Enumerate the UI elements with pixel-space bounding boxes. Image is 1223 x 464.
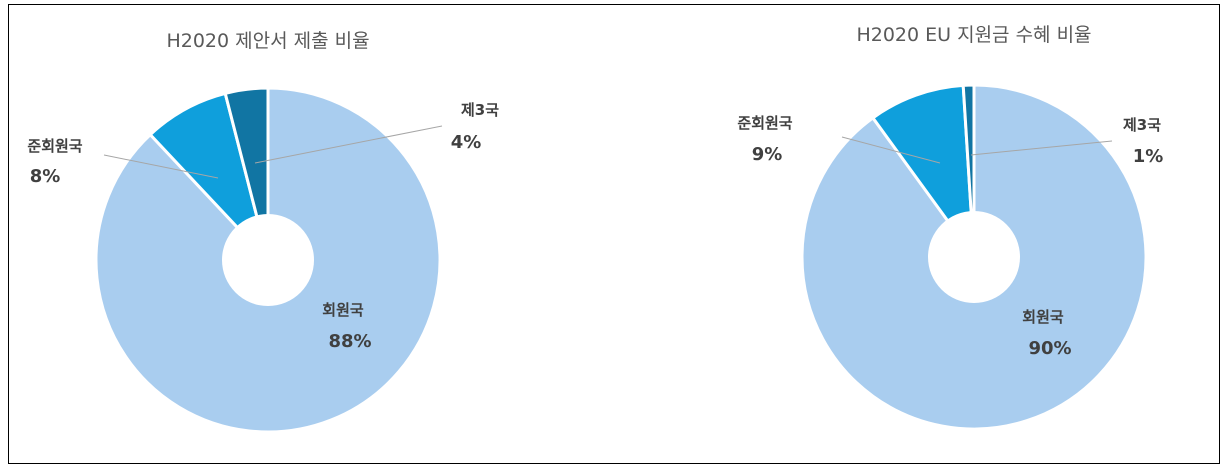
funding-share-chart: H2020 EU 지원금 수혜 비율 제3국 1% 준회원국 9% 회원국 90… [737,24,1164,431]
slice-value-third-country: 4% [451,132,482,153]
chart-title: H2020 제안서 제출 비율 [166,30,369,52]
pie-slice-associated [871,83,976,259]
slice-label-associated: 준회원국 [737,114,792,132]
slice-value-member: 90% [1028,338,1071,359]
proposal-share-chart: H2020 제안서 제출 비율 제3국 4% 준회원국 8% 회원국 88% [27,30,499,434]
slice-value-associated: 8% [30,166,61,187]
slice-label-third-country: 제3국 [1123,116,1161,134]
leader-line-associated [841,136,941,164]
leader-line-third-country [970,140,1113,156]
slice-label-member: 회원국 [322,301,364,319]
pie-slice-member [800,83,1148,431]
slice-label-member: 회원국 [1022,308,1064,326]
slice-value-member: 88% [328,331,371,352]
slice-value-associated: 9% [752,144,783,165]
leader-line-third-country [254,125,443,164]
chart-title: H2020 EU 지원금 수혜 비율 [856,24,1091,46]
slice-label-third-country: 제3국 [461,101,499,119]
leader-line-associated [103,154,219,179]
donut-hole [222,214,314,306]
slice-value-third-country: 1% [1133,146,1164,167]
donut-hole [928,211,1020,303]
slice-label-associated: 준회원국 [27,137,82,155]
